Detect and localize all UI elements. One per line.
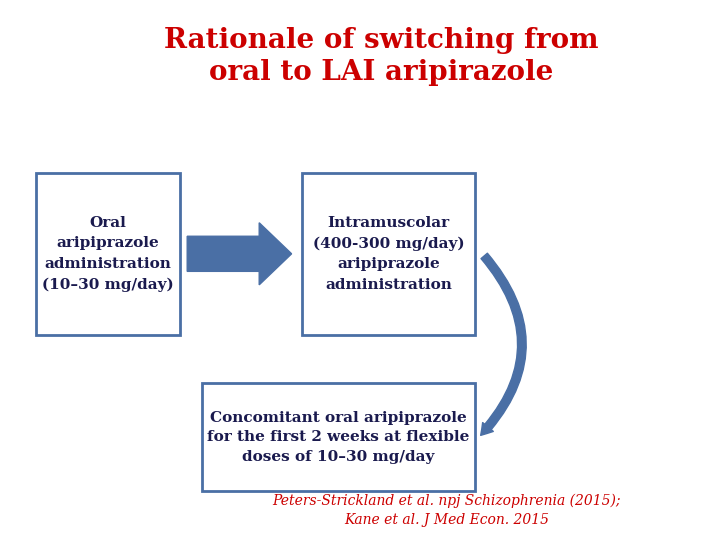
Text: Oral
aripiprazole
administration
(10–30 mg/day): Oral aripiprazole administration (10–30 … xyxy=(42,215,174,292)
Text: Rationale of switching from
oral to LAI aripirazole: Rationale of switching from oral to LAI … xyxy=(164,27,599,86)
FancyBboxPatch shape xyxy=(302,173,475,335)
Text: Peters-Strickland et al. npj Schizophrenia (2015);
Kane et al. J Med Econ. 2015: Peters-Strickland et al. npj Schizophren… xyxy=(272,494,621,527)
Text: Concomitant oral aripiprazole
for the first 2 weeks at flexible
doses of 10–30 m: Concomitant oral aripiprazole for the fi… xyxy=(207,411,469,464)
Text: Intramuscolar
(400-300 mg/day)
aripiprazole
administration: Intramuscolar (400-300 mg/day) aripipraz… xyxy=(313,215,464,292)
FancyBboxPatch shape xyxy=(36,173,180,335)
FancyArrow shape xyxy=(187,222,292,285)
FancyBboxPatch shape xyxy=(202,383,475,491)
FancyArrowPatch shape xyxy=(481,253,526,435)
